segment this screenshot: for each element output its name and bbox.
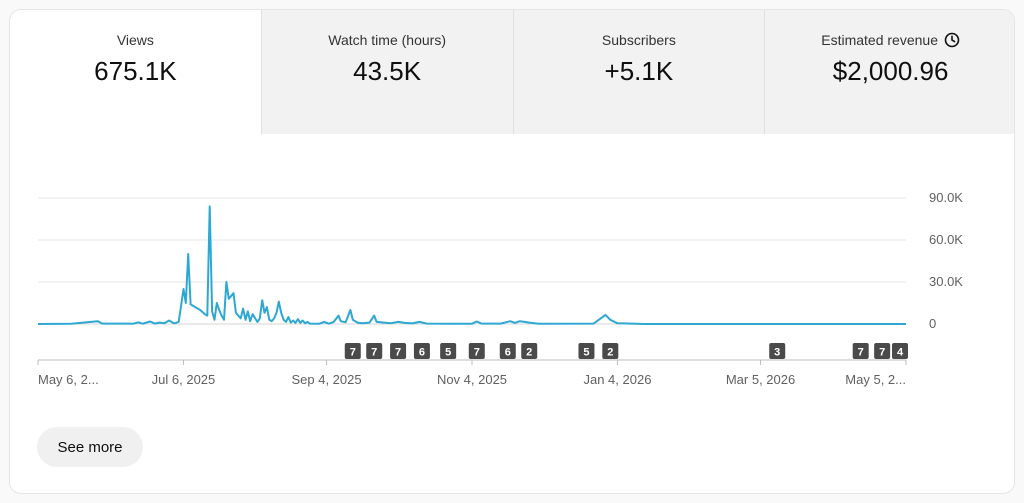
video-publish-marker[interactable]: 3 bbox=[769, 343, 786, 359]
marker-count: 3 bbox=[774, 347, 780, 359]
x-tick-label: Jul 6, 2025 bbox=[152, 372, 216, 387]
marker-count: 5 bbox=[445, 347, 451, 359]
tab-views[interactable]: Views 675.1K bbox=[10, 10, 261, 134]
tab-subscribers-value: +5.1K bbox=[604, 56, 674, 86]
y-tick-label: 30.0K bbox=[929, 274, 963, 289]
video-publish-marker[interactable]: 6 bbox=[413, 343, 430, 359]
analytics-card: Views 675.1K Watch time (hours) 43.5K Su… bbox=[9, 9, 1015, 494]
x-tick-label: May 6, 2... bbox=[38, 372, 99, 387]
tab-subscribers-label: Subscribers bbox=[514, 32, 765, 48]
video-publish-marker[interactable]: 7 bbox=[390, 343, 407, 359]
video-publish-marker[interactable]: 7 bbox=[468, 343, 485, 359]
marker-count: 5 bbox=[583, 347, 589, 359]
marker-badge[interactable] bbox=[390, 343, 407, 359]
marker-badge[interactable] bbox=[413, 343, 430, 359]
marker-count: 7 bbox=[879, 347, 885, 359]
clock-icon[interactable] bbox=[944, 32, 960, 48]
marker-count: 4 bbox=[897, 347, 904, 359]
marker-badge[interactable] bbox=[892, 343, 908, 359]
y-tick-label: 90.0K bbox=[929, 190, 963, 205]
video-publish-marker[interactable]: 2 bbox=[521, 343, 538, 359]
video-publish-marker[interactable]: 4 bbox=[892, 343, 908, 359]
video-publish-marker[interactable]: 7 bbox=[852, 343, 869, 359]
marker-badge[interactable] bbox=[468, 343, 485, 359]
marker-badge[interactable] bbox=[874, 343, 891, 359]
video-publish-marker[interactable]: 7 bbox=[366, 343, 383, 359]
x-tick-label: Nov 4, 2025 bbox=[437, 372, 507, 387]
marker-count: 7 bbox=[371, 347, 377, 359]
x-tick-label: Jan 4, 2026 bbox=[583, 372, 651, 387]
video-publish-marker[interactable]: 7 bbox=[874, 343, 891, 359]
tab-subscribers-label-text: Subscribers bbox=[601, 32, 676, 48]
views-series-line bbox=[37, 205, 906, 325]
video-publish-marker[interactable]: 6 bbox=[499, 343, 516, 359]
tab-watch-time[interactable]: Watch time (hours) 43.5K bbox=[260, 10, 513, 134]
marker-count: 7 bbox=[395, 347, 401, 359]
marker-badge[interactable] bbox=[366, 343, 383, 359]
video-publish-marker[interactable]: 2 bbox=[602, 343, 619, 359]
tab-views-label: Views bbox=[10, 32, 261, 48]
marker-badge[interactable] bbox=[852, 343, 869, 359]
tab-views-value: 675.1K bbox=[94, 56, 177, 86]
y-tick-label: 60.0K bbox=[929, 232, 963, 247]
x-tick-label: May 5, 2... bbox=[845, 372, 906, 387]
tab-watch-time-value: 43.5K bbox=[353, 56, 422, 86]
video-publish-marker[interactable]: 5 bbox=[440, 343, 457, 359]
marker-badge[interactable] bbox=[440, 343, 457, 359]
tab-estimated-revenue[interactable]: Estimated revenue $2,000.96 bbox=[764, 10, 1014, 134]
metric-tabs: Views 675.1K Watch time (hours) 43.5K Su… bbox=[10, 10, 1014, 134]
see-more-button[interactable]: See more bbox=[37, 427, 143, 467]
tab-estimated-revenue-label-text: Estimated revenue bbox=[821, 32, 938, 48]
x-tick-label: Mar 5, 2026 bbox=[726, 372, 795, 387]
tab-views-label-text: Views bbox=[116, 32, 154, 48]
video-publish-marker[interactable]: 7 bbox=[344, 343, 361, 359]
marker-badge[interactable] bbox=[578, 343, 595, 359]
views-line-chart: 0 30.0K 60.0K 90.0K May 6, 2... Jul 6, 2025 Se… bbox=[37, 190, 963, 387]
marker-badge[interactable] bbox=[499, 343, 516, 359]
video-publish-marker[interactable]: 5 bbox=[578, 343, 595, 359]
marker-badge[interactable] bbox=[602, 343, 619, 359]
marker-count: 7 bbox=[858, 347, 864, 359]
marker-count: 2 bbox=[526, 347, 532, 359]
tab-watch-time-label-text: Watch time (hours) bbox=[328, 32, 446, 48]
tab-estimated-revenue-label: Estimated revenue bbox=[765, 32, 1014, 48]
marker-count: 7 bbox=[350, 347, 356, 359]
tab-watch-time-label: Watch time (hours) bbox=[262, 32, 513, 48]
marker-count: 6 bbox=[505, 347, 511, 359]
x-tick-label: Sep 4, 2025 bbox=[291, 372, 361, 387]
marker-badge[interactable] bbox=[521, 343, 538, 359]
marker-count: 6 bbox=[419, 347, 425, 359]
tab-estimated-revenue-value: $2,000.96 bbox=[832, 56, 949, 86]
marker-count: 7 bbox=[474, 347, 480, 359]
marker-badge[interactable] bbox=[769, 343, 786, 359]
y-tick-label: 0 bbox=[929, 316, 936, 331]
marker-badge[interactable] bbox=[344, 343, 361, 359]
marker-count: 2 bbox=[607, 347, 613, 359]
tab-subscribers[interactable]: Subscribers +5.1K bbox=[512, 10, 765, 134]
